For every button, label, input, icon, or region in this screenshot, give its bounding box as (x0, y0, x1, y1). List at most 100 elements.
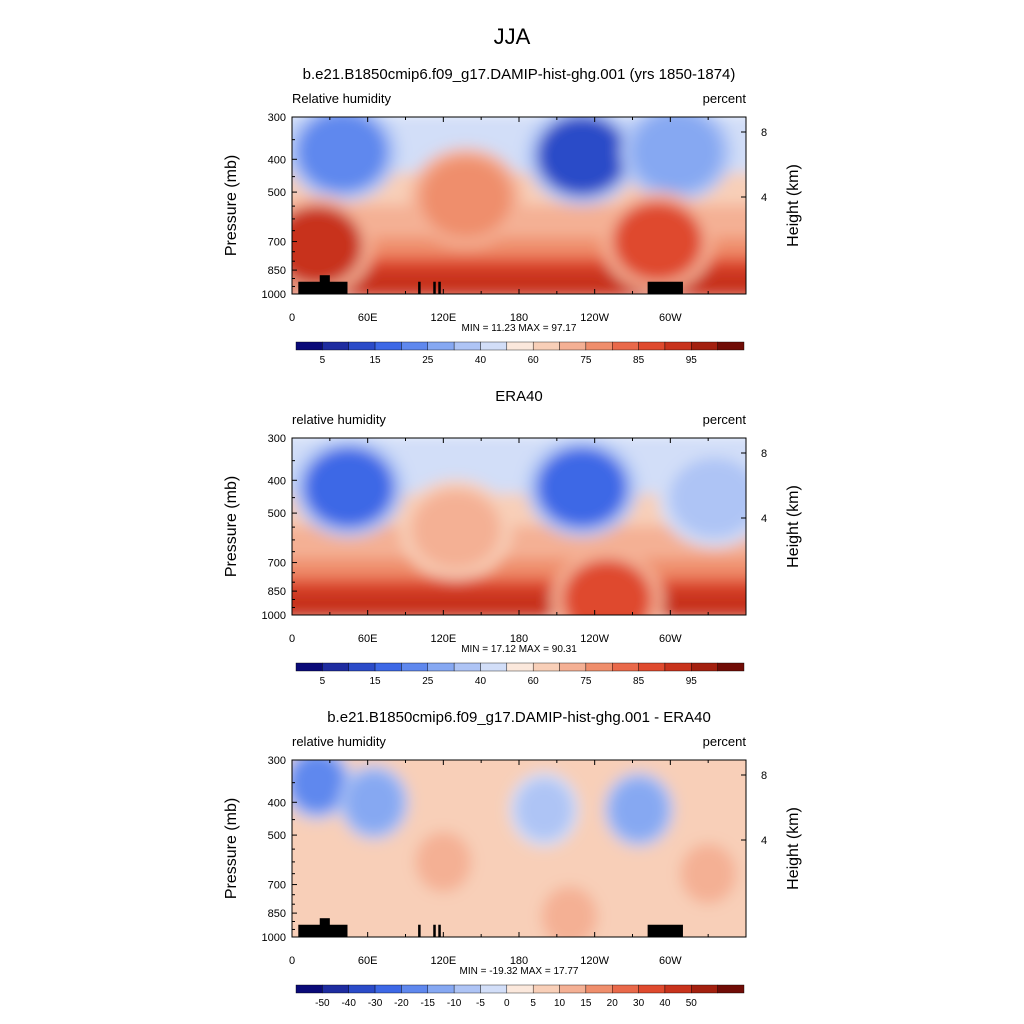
colorbar-box (427, 984, 455, 994)
contour-feature (516, 779, 573, 840)
colorbar-box (691, 662, 718, 672)
y-tick-label: 300 (268, 433, 286, 445)
x-tick-label: 0 (289, 312, 295, 324)
x-tick-label: 180 (510, 955, 528, 967)
y-tick-label: 850 (268, 586, 286, 598)
topography-block (433, 281, 436, 294)
colorbar-box (717, 984, 745, 994)
colorbar-label: 40 (475, 355, 487, 366)
colorbar-box (638, 341, 666, 351)
x-tick-label: 60W (659, 312, 682, 324)
x-tick-label: 120E (430, 633, 456, 645)
panel-2-left-string: relative humidity (292, 412, 386, 427)
contour-feature (410, 489, 501, 570)
panel-3-topography (298, 918, 683, 937)
colorbar-box (664, 662, 692, 672)
colorbar-box (480, 984, 508, 994)
panel-1-contour-field (292, 117, 746, 294)
colorbar-label: -15 (421, 998, 436, 1009)
panel-2-ylabel-right: Height (km) (785, 485, 802, 568)
colorbar-box (322, 662, 349, 672)
colorbar-box (401, 984, 428, 994)
colorbar-box (691, 984, 718, 994)
topography-block (438, 924, 441, 937)
colorbar-box (480, 341, 508, 351)
colorbar-box (638, 662, 666, 672)
panel-2: ERA40 relative humidity percent Pressure… (223, 388, 802, 687)
height-tick-label: 8 (761, 770, 767, 782)
y-tick-label: 1000 (262, 932, 286, 944)
panel-3-ylabel-right: Height (km) (785, 807, 802, 890)
x-tick-label: 60W (659, 633, 682, 645)
figure-title: JJA (494, 24, 531, 49)
colorbar-box (295, 984, 323, 994)
colorbar-label: 10 (554, 998, 566, 1009)
colorbar-box (664, 984, 692, 994)
colorbar-label: 75 (580, 355, 592, 366)
contour-feature (292, 760, 346, 813)
colorbar-box (348, 341, 376, 351)
height-tick-label: 4 (761, 192, 767, 204)
colorbar-label: 95 (686, 355, 698, 366)
colorbar-label: 5 (320, 676, 326, 687)
colorbar-label: 40 (659, 998, 671, 1009)
panel-3: b.e21.B1850cmip6.f09_g17.DAMIP-hist-ghg.… (223, 709, 802, 1009)
x-tick-label: 60E (358, 312, 378, 324)
panel-3-title: b.e21.B1850cmip6.f09_g17.DAMIP-hist-ghg.… (327, 709, 711, 726)
colorbar-label: 25 (422, 355, 434, 366)
colorbar-box (480, 662, 508, 672)
colorbar-box (295, 662, 323, 672)
topography-block (433, 924, 436, 937)
colorbar-box (506, 662, 534, 672)
colorbar-box (374, 341, 402, 351)
colorbar-label: 60 (528, 676, 540, 687)
x-tick-label: 180 (510, 633, 528, 645)
y-tick-label: 700 (268, 558, 286, 570)
y-tick-label: 300 (268, 112, 286, 124)
topography-block (438, 281, 441, 294)
topography-block (647, 281, 683, 294)
colorbar-box (559, 984, 587, 994)
panel-2-stats: MIN = 17.12 MAX = 90.31 (461, 644, 577, 655)
colorbar-box (427, 341, 455, 351)
y-tick-label: 850 (268, 265, 286, 277)
x-tick-label: 60W (659, 955, 682, 967)
colorbar-box (453, 984, 481, 994)
colorbar-label: 15 (369, 355, 381, 366)
colorbar-label: 85 (633, 355, 645, 366)
contour-feature (292, 205, 363, 286)
height-tick-label: 4 (761, 513, 767, 525)
colorbar-box (585, 662, 613, 672)
y-tick-label: 1000 (262, 289, 286, 301)
contour-feature (562, 559, 653, 615)
colorbar-box (348, 662, 376, 672)
x-tick-label: 120W (580, 955, 609, 967)
x-tick-label: 0 (289, 633, 295, 645)
colorbar-label: 5 (320, 355, 326, 366)
contour-feature (345, 772, 402, 833)
contour-feature (415, 831, 472, 892)
colorbar-box (612, 662, 639, 672)
colorbar-label: 75 (580, 676, 592, 687)
colorbar-box (532, 984, 560, 994)
y-tick-label: 500 (268, 830, 286, 842)
panel-3-colorbar: -50 -40 -30 -20 -15 -10 -5 0 5 10 15 20 30 40 50 (295, 984, 745, 1009)
colorbar-box (559, 341, 587, 351)
topography-block (327, 924, 348, 937)
panel-1-ylabel: Pressure (mb) (223, 155, 240, 256)
colorbar-label: 85 (633, 676, 645, 687)
colorbar-box (506, 984, 534, 994)
topography-block (647, 924, 683, 937)
colorbar-box (717, 662, 745, 672)
colorbar-label: -40 (341, 998, 356, 1009)
panel-1: b.e21.B1850cmip6.f09_g17.DAMIP-hist-ghg.… (223, 66, 802, 366)
colorbar-label: -30 (368, 998, 383, 1009)
x-tick-label: 120W (580, 633, 609, 645)
y-tick-label: 300 (268, 755, 286, 767)
panel-2-title: ERA40 (495, 388, 543, 405)
y-tick-label: 1000 (262, 610, 286, 622)
colorbar-label: 20 (607, 998, 619, 1009)
